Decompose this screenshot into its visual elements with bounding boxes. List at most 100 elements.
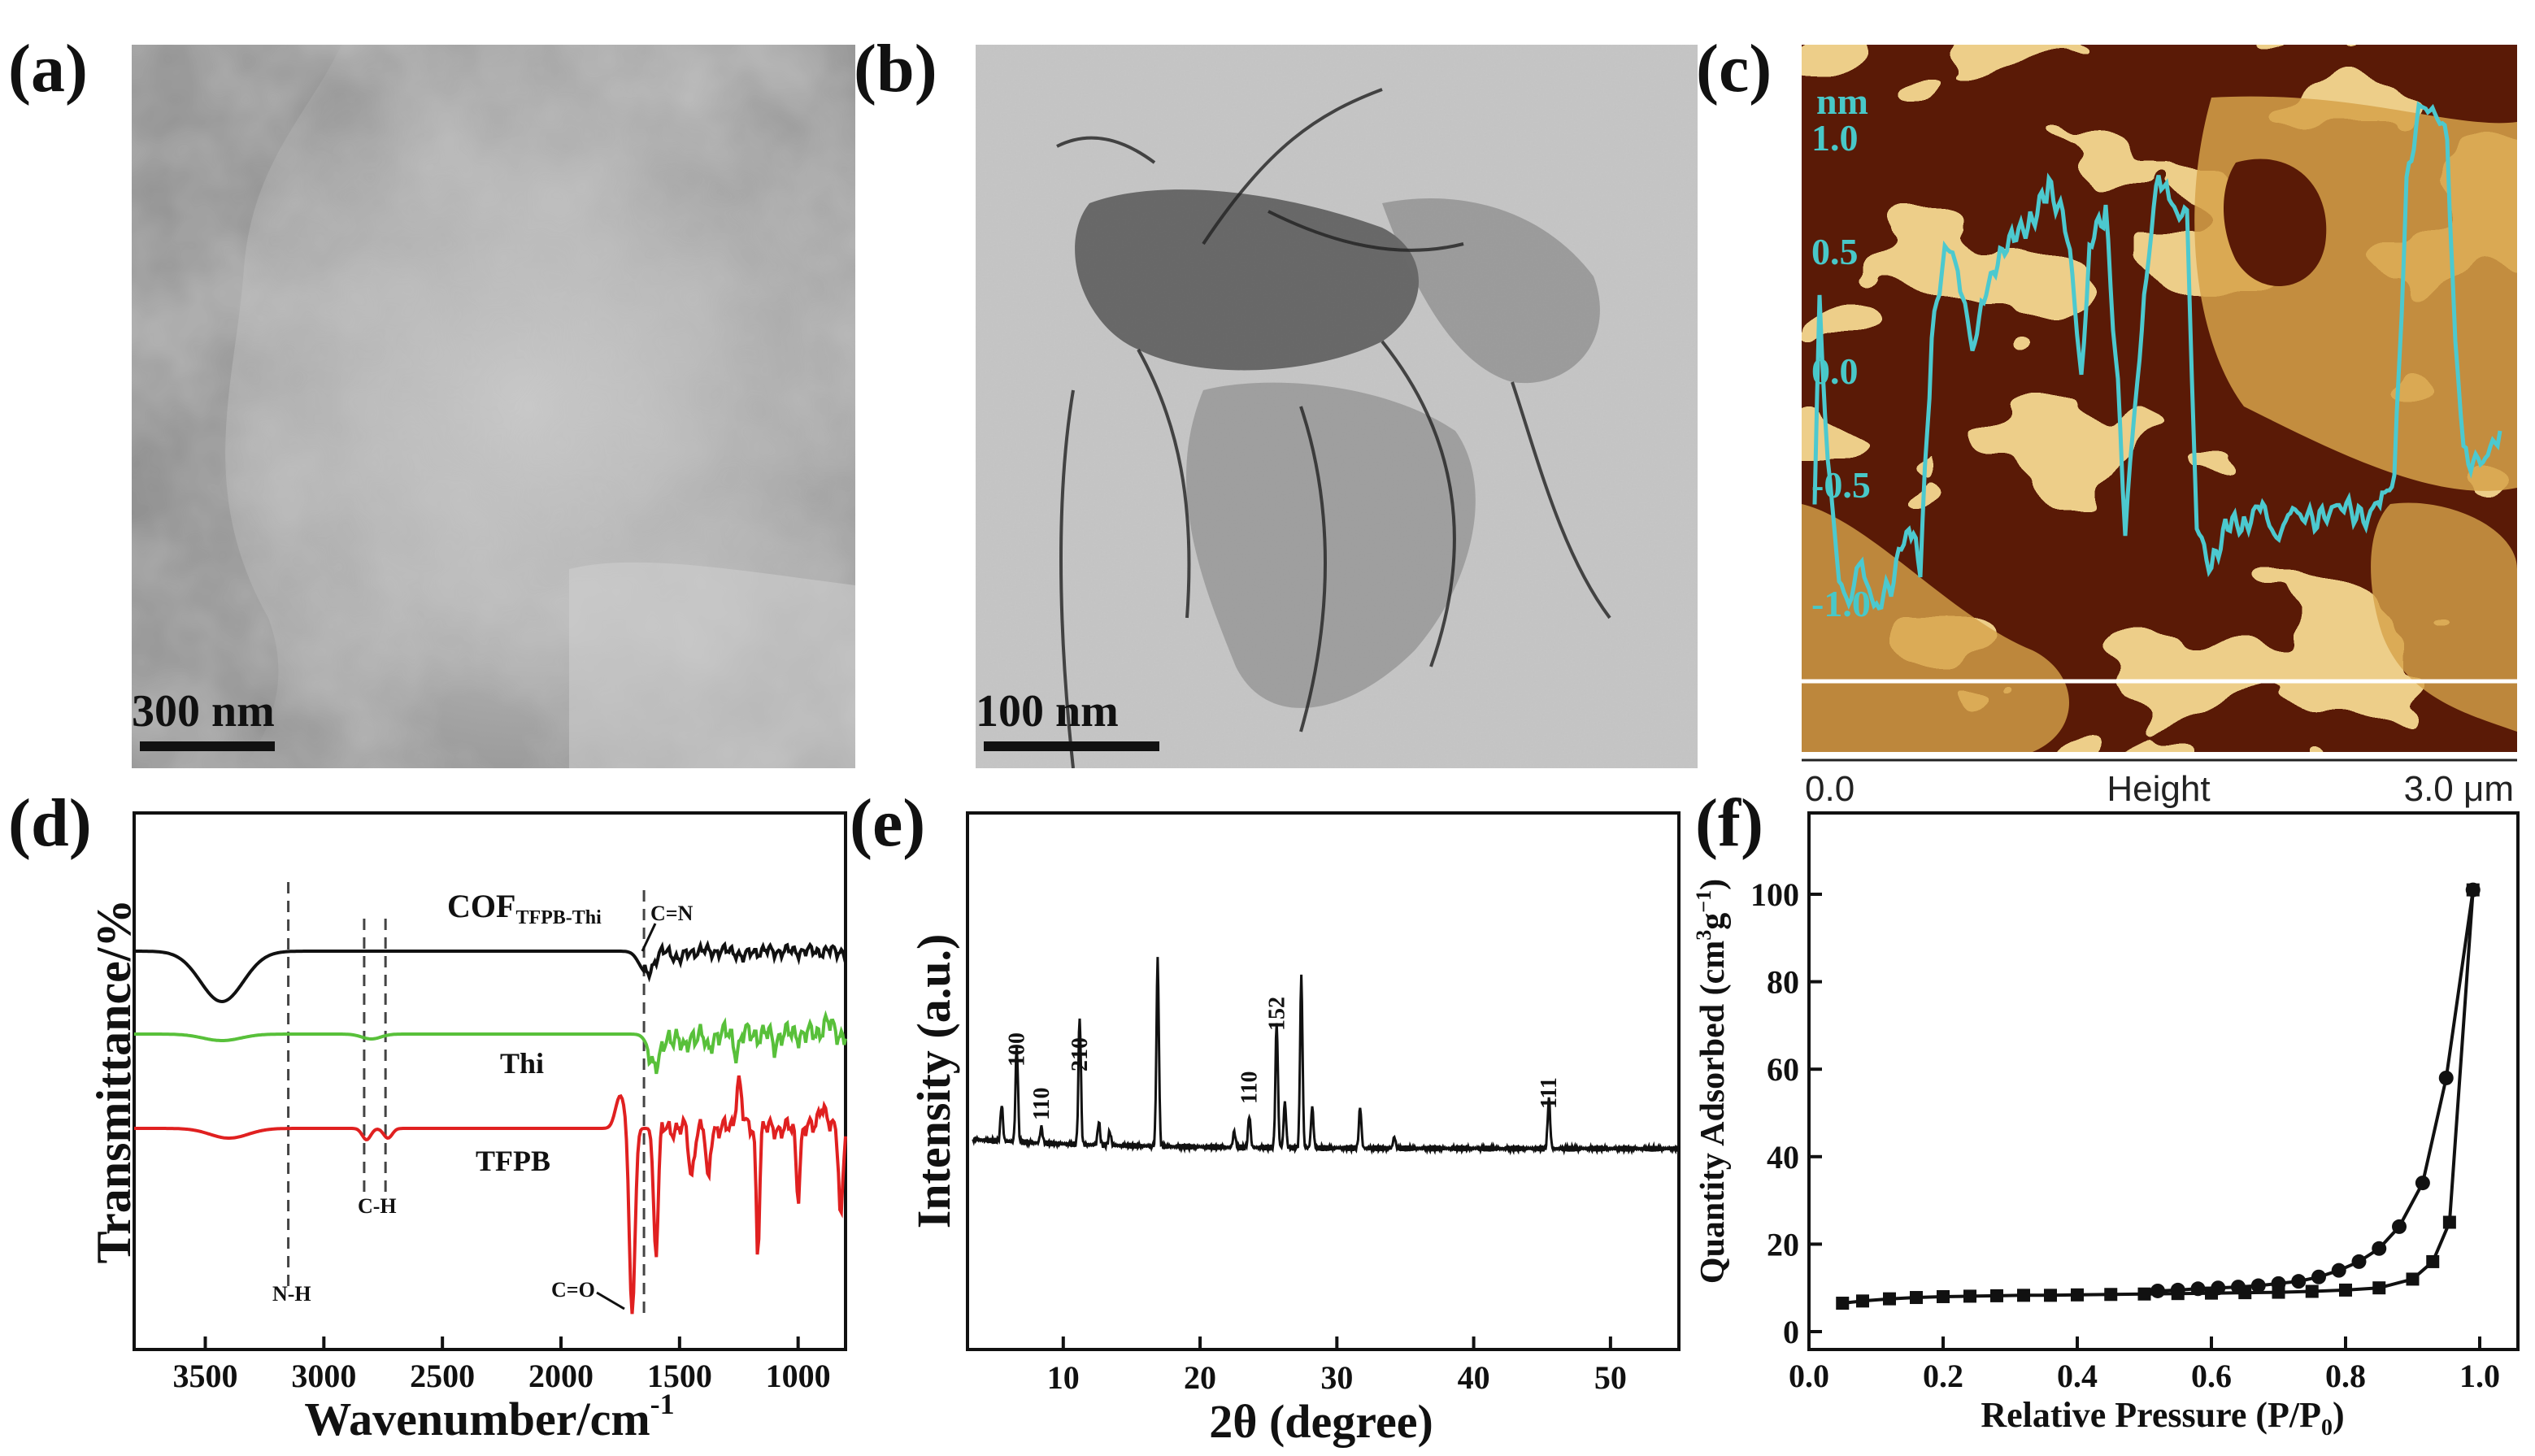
xrd-x-tick-label: 20	[1184, 1359, 1216, 1396]
iso-point-circle	[2331, 1263, 2346, 1278]
iso-point-circle	[2170, 1282, 2185, 1297]
ftir-annot-cn-arrow	[641, 923, 657, 952]
afm-x-mid: Height	[2107, 769, 2210, 809]
panel-a-label: (a)	[8, 31, 88, 106]
iso-x-ticks: 0.0 0.2 0.4 0.6 0.8 1.0	[1789, 1336, 2500, 1394]
iso-point-square	[1990, 1289, 2003, 1302]
ftir-legend-thi: Thi	[500, 1047, 544, 1080]
iso-y-tick-label: 60	[1767, 1051, 1799, 1088]
ftir-series-cof	[134, 939, 847, 1004]
afm-y-tick: -0.5	[1811, 464, 1871, 506]
ftir-x-tick-label: 1500	[647, 1358, 712, 1394]
ftir-x-ticks: 3500 3000 2500 2000 1500 1000	[173, 1336, 831, 1394]
scale-bar-b-text: 100 nm	[976, 686, 1119, 737]
afm-y-tick: 0.5	[1811, 231, 1859, 272]
panel-d-label: (d)	[8, 785, 92, 861]
scale-bar-b	[984, 741, 1159, 751]
ftir-x-tick-label: 3500	[173, 1358, 238, 1394]
iso-y-tick-label: 80	[1767, 964, 1799, 1001]
iso-y-tick-label: 40	[1767, 1139, 1799, 1176]
ftir-annot-cn: C=N	[650, 902, 694, 925]
iso-point-square	[2044, 1289, 2057, 1302]
afm-y-tick: 1.0	[1811, 117, 1859, 159]
xrd-y-label: Intensity (a.u.)	[907, 934, 960, 1229]
afm-unit-label: nm	[1816, 80, 1868, 122]
ftir-x-tick-label: 2500	[410, 1358, 475, 1394]
iso-y-tick-label: 20	[1767, 1226, 1799, 1263]
ftir-legend-cof: COFTFPB-Thi	[447, 888, 602, 928]
tem-image	[976, 45, 1698, 768]
xrd-x-tick-label: 40	[1458, 1359, 1490, 1396]
iso-point-square	[2406, 1272, 2420, 1286]
xrd-peak-label: 110	[1029, 1088, 1054, 1120]
ftir-plot-frame	[133, 811, 847, 1351]
iso-point-circle	[2291, 1274, 2307, 1289]
iso-point-circle	[2415, 1176, 2430, 1191]
ftir-x-label: Wavenumber/cm-1	[304, 1388, 674, 1445]
panel-b: (b) 100 nm	[854, 31, 1698, 768]
iso-point-square	[2426, 1254, 2440, 1268]
scale-bar-a-text: 300 nm	[132, 686, 275, 737]
iso-point-circle	[2392, 1219, 2407, 1234]
panel-f-label: (f)	[1695, 785, 1763, 861]
iso-x-label: Relative Pressure (P/P0)	[1981, 1395, 2344, 1441]
iso-point-square	[2137, 1287, 2151, 1301]
iso-point-square	[2305, 1284, 2319, 1298]
xrd-peak-label: 152	[1264, 997, 1289, 1031]
iso-point-circle	[2211, 1280, 2226, 1296]
iso-point-square	[1856, 1294, 1869, 1308]
afm-y-tick: -1.0	[1811, 583, 1871, 624]
xrd-x-tick-label: 10	[1047, 1359, 1080, 1396]
panel-d: (d) 3500 3000 2500 2000 1500 1000 COFTFPB-Thi…	[8, 785, 847, 1445]
ftir-series-thi	[134, 1010, 847, 1075]
panel-c: (c) nm 1.0 0.5 0.0 -0.5 -1.0 0.0 Height 3.0 …	[1696, 31, 2517, 809]
iso-point-circle	[2311, 1269, 2326, 1284]
xrd-plot-frame	[966, 811, 1681, 1351]
iso-point-square	[2442, 1215, 2456, 1229]
iso-y-tick-label: 100	[1750, 876, 1799, 913]
iso-point-square	[2017, 1289, 2030, 1302]
iso-point-circle	[2150, 1283, 2165, 1298]
iso-point-square	[1836, 1297, 1850, 1310]
ftir-x-tick-label: 2000	[528, 1358, 594, 1394]
ftir-annot-nh: N-H	[272, 1282, 311, 1306]
iso-y-tick-label: 0	[1783, 1314, 1799, 1350]
iso-x-tick-label: 0.6	[2191, 1358, 2232, 1394]
scale-bar-a	[140, 741, 275, 751]
iso-x-tick-label: 0.4	[2057, 1358, 2098, 1394]
iso-point-square	[2339, 1283, 2352, 1297]
xrd-x-tick-label: 50	[1594, 1359, 1627, 1396]
ftir-x-tick-label: 3000	[291, 1358, 356, 1394]
iso-plot-frame	[1807, 811, 2520, 1351]
ftir-annot-co: C=O	[551, 1278, 595, 1302]
panel-a: (a) 300 nm	[8, 31, 855, 768]
iso-point-circle	[2372, 1241, 2387, 1256]
ftir-y-label: Transmittance/%	[87, 899, 141, 1264]
ftir-annot-co-arrow	[596, 1291, 625, 1310]
afm-x-start: 0.0	[1805, 769, 1855, 809]
iso-point-square	[2104, 1288, 2118, 1302]
xrd-x-ticks: 10 20 30 40 50	[1047, 1336, 1627, 1396]
xrd-peak-label: 100	[1005, 1032, 1030, 1067]
iso-y-ticks: 0 20 40 60 80 100	[1750, 876, 1822, 1350]
iso-point-square	[1937, 1289, 1950, 1303]
ftir-annot-ch: C-H	[358, 1194, 397, 1218]
iso-point-circle	[2465, 882, 2481, 898]
ftir-x-tick-label: 1000	[766, 1358, 831, 1394]
afm-image	[1802, 45, 2517, 752]
afm-y-tick: 0.0	[1811, 350, 1859, 392]
iso-point-square	[1883, 1292, 1896, 1306]
iso-point-circle	[2351, 1254, 2367, 1269]
iso-desorption-line	[2157, 889, 2475, 1293]
sem-image	[132, 45, 855, 768]
ftir-guide-lines	[287, 882, 646, 1317]
iso-point-circle	[2250, 1278, 2266, 1293]
iso-point-circle	[2190, 1281, 2206, 1297]
afm-x-end: 3.0 μm	[2404, 769, 2514, 809]
panel-e-label: (e)	[850, 785, 925, 861]
xrd-x-label: 2θ (degree)	[1209, 1395, 1433, 1448]
afm-y-ticks: 1.0 0.5 0.0 -0.5 -1.0	[1811, 117, 1871, 624]
panel-f: (f) 0.0 0.2 0.4 0.6 0.8 1.0 0 20 40 60 80 100 Quan…	[1692, 785, 2520, 1441]
iso-x-tick-label: 0.8	[2325, 1358, 2366, 1394]
